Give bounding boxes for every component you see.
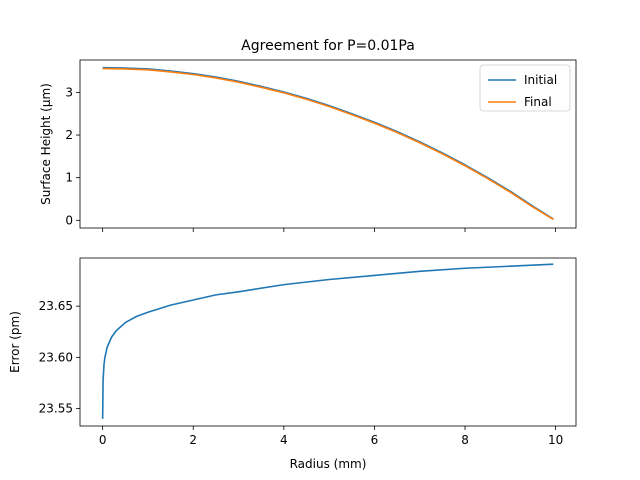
top-y-axis-label: Surface Height (μm) — [39, 83, 53, 205]
bottom-x-tick-label: 10 — [548, 433, 563, 447]
bottom-x-tick-label: 0 — [99, 433, 107, 447]
top-subplot: 0 1 2 3 Agreement for P=0.01Pa Surface Height… — [39, 38, 577, 232]
bottom-subplot: 0 2 4 6 8 10 23.55 23.60 23.65 Error (pm) Radius (… — [8, 257, 577, 471]
top-y-tick-label: 3 — [65, 85, 73, 99]
top-y-tick-label: 0 — [65, 213, 73, 227]
bottom-x-tick-label: 8 — [461, 433, 469, 447]
top-y-tick-label: 2 — [65, 128, 73, 142]
legend-label-initial: Initial — [524, 73, 557, 87]
bottom-y-tick-label: 23.65 — [39, 299, 73, 313]
legend-label-final: Final — [524, 95, 552, 109]
bottom-y-axis-label: Error (pm) — [8, 311, 22, 373]
top-y-tick-label: 1 — [65, 171, 73, 185]
top-axes-frame — [79, 59, 577, 229]
bottom-x-tick-label: 4 — [280, 433, 288, 447]
bottom-x-tick-label: 6 — [371, 433, 379, 447]
bottom-x-axis-label: Radius (mm) — [290, 457, 367, 471]
bottom-y-tick-label: 23.60 — [39, 350, 73, 364]
legend-box — [479, 64, 571, 112]
bottom-series-line-0 — [101, 263, 554, 419]
top-chart-title: Agreement for P=0.01Pa — [241, 38, 415, 54]
bottom-axes-frame — [79, 257, 577, 427]
bottom-x-tick-label: 2 — [189, 433, 197, 447]
top-series-line-final — [102, 67, 554, 221]
bottom-y-tick-label: 23.55 — [39, 402, 73, 416]
